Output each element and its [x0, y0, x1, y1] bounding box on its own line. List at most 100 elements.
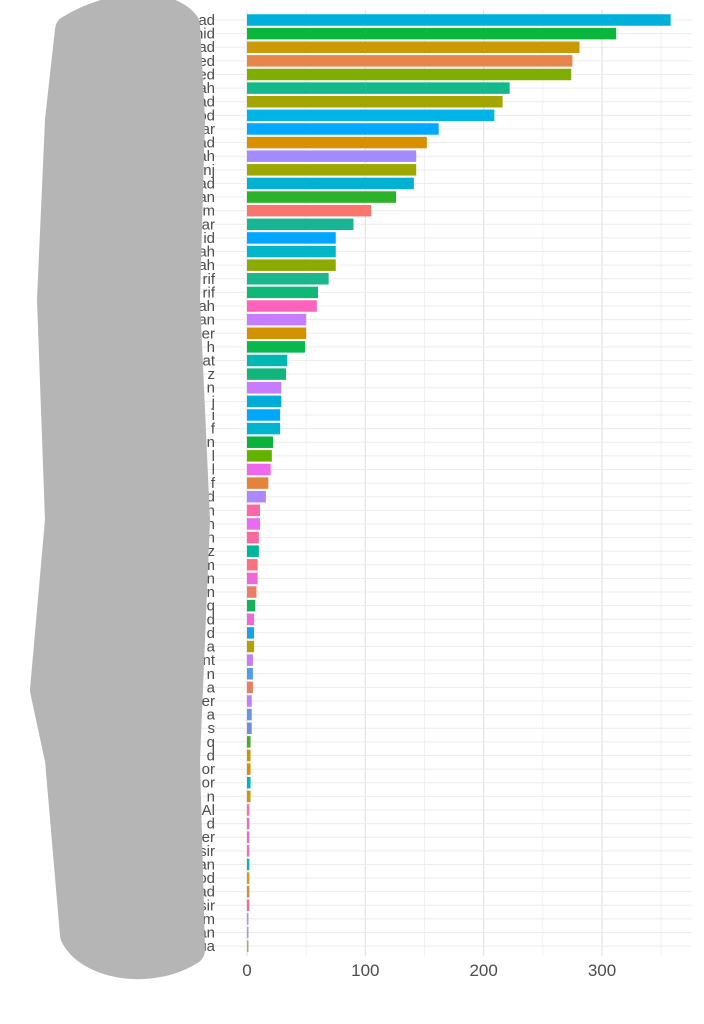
- bar: [247, 545, 259, 557]
- category-label: or: [202, 761, 215, 778]
- category-label: ar: [202, 121, 215, 138]
- category-label: d: [207, 489, 215, 506]
- bar: [247, 14, 671, 26]
- category-label: er: [202, 693, 215, 710]
- bar: [247, 368, 287, 380]
- category-label: n: [207, 434, 215, 451]
- bar: [247, 845, 250, 857]
- bar: [247, 627, 255, 639]
- category-label: id: [203, 230, 215, 247]
- category-label: n: [207, 788, 215, 805]
- bar: [247, 599, 256, 612]
- category-label: d: [207, 816, 215, 833]
- bar: [247, 55, 573, 67]
- bar: [247, 68, 572, 81]
- bar: [247, 450, 272, 462]
- bar: [247, 341, 305, 353]
- category-label: ad: [198, 39, 215, 56]
- category-label: i: [212, 407, 215, 424]
- bar: [247, 327, 307, 340]
- category-label: n: [207, 502, 215, 519]
- bar: [247, 27, 617, 40]
- bar: [247, 872, 250, 884]
- x-tick-label: 200: [469, 961, 497, 980]
- redaction-scribble: [30, 0, 210, 980]
- bar: [247, 123, 439, 135]
- bar: [247, 899, 250, 912]
- category-label: m: [203, 203, 216, 220]
- category-label: ah: [198, 244, 215, 261]
- category-label: ad: [198, 12, 215, 29]
- bar: [247, 804, 250, 816]
- category-label: a: [207, 679, 216, 696]
- bar: [247, 273, 329, 285]
- bar: [247, 300, 317, 312]
- category-label: er: [202, 829, 215, 846]
- bar: [247, 776, 251, 789]
- category-label: ah: [198, 257, 215, 274]
- category-label: at: [202, 353, 215, 370]
- bar: [247, 559, 258, 571]
- bar: [247, 477, 269, 489]
- bar: [247, 218, 354, 231]
- category-label: q: [207, 734, 215, 751]
- bar: [247, 82, 510, 94]
- category-label: a: [207, 639, 216, 656]
- category-label: n: [207, 516, 215, 533]
- bar: [247, 245, 336, 258]
- category-label: n: [207, 380, 215, 397]
- bar: [247, 572, 258, 585]
- category-label: q: [207, 598, 215, 615]
- category-label: nt: [202, 652, 215, 669]
- bar: [247, 654, 253, 666]
- x-tick-label: 100: [351, 961, 379, 980]
- bar: [247, 708, 252, 721]
- category-label: sir: [199, 843, 215, 860]
- bar: [247, 817, 250, 830]
- bar: [247, 109, 495, 122]
- bar: [247, 640, 255, 653]
- category-label: ah: [198, 298, 215, 315]
- bar: [247, 259, 336, 271]
- category-label: ar: [202, 216, 215, 233]
- bar: [247, 790, 251, 803]
- bar: [247, 831, 250, 843]
- category-label: n: [207, 666, 215, 683]
- bar: [247, 940, 249, 952]
- bar: [247, 150, 417, 162]
- bar: [247, 286, 318, 299]
- bar: [247, 204, 372, 217]
- category-label: m: [203, 911, 216, 928]
- bar: [247, 95, 503, 108]
- bar: [247, 763, 251, 775]
- category-label: l: [212, 461, 215, 478]
- category-label: Al: [202, 802, 215, 819]
- x-tick-label: 300: [588, 961, 616, 980]
- bar: [247, 191, 397, 203]
- category-label: a: [207, 707, 216, 724]
- category-label: an: [198, 312, 215, 329]
- category-label: er: [202, 325, 215, 342]
- bar: [247, 885, 250, 898]
- bar: [247, 164, 417, 176]
- bar: [247, 436, 274, 448]
- category-label: d: [207, 611, 215, 628]
- category-label: h: [207, 339, 215, 356]
- bar: [247, 422, 281, 435]
- category-label: or: [202, 775, 215, 792]
- bar: [247, 381, 282, 394]
- category-label: n: [207, 584, 215, 601]
- bar: [247, 668, 253, 680]
- bar: [247, 926, 249, 939]
- category-label: s: [208, 720, 216, 737]
- category-label: j: [211, 393, 215, 410]
- category-label: f: [211, 475, 216, 492]
- category-label: d: [207, 747, 215, 764]
- bar: [247, 858, 250, 871]
- category-label: z: [208, 366, 216, 383]
- bar: [247, 681, 253, 694]
- bar: [247, 913, 249, 925]
- bar: [247, 313, 307, 326]
- bar: [247, 749, 251, 762]
